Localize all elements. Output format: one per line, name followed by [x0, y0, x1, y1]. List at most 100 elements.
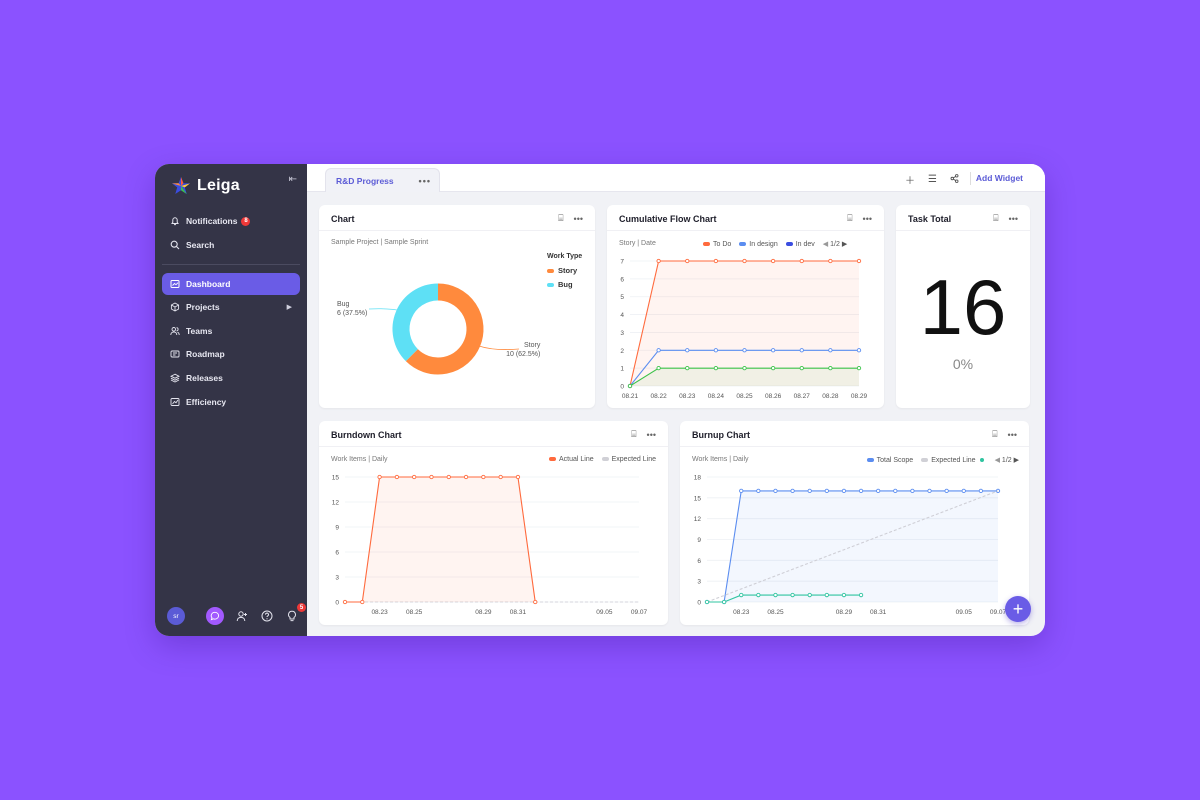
y-tick-label: 0: [335, 600, 339, 607]
sidebar-item-releases[interactable]: Releases: [162, 367, 300, 389]
legend-label: In design: [749, 240, 778, 248]
sidebar-item-notifications[interactable]: Notifications 8: [162, 210, 300, 232]
add-widget-button[interactable]: Add Widget: [975, 173, 1023, 183]
nav-top: Notifications 8 Search Dashboard Project…: [162, 210, 300, 414]
brand-logo[interactable]: Leiga: [171, 176, 240, 196]
series-line: [345, 476, 536, 603]
chart-settings-icon[interactable]: ⌸: [847, 213, 853, 223]
legend-item-bug[interactable]: Bug: [547, 280, 573, 289]
more-icon[interactable]: •••: [573, 213, 583, 224]
x-tick-label: 08.26: [765, 393, 782, 400]
data-point: [685, 348, 690, 353]
burnup-chart: 0 3 6 9 12 15 18 08.23 08.25 08.29 08.31 09.05 09.07: [694, 475, 1007, 617]
list-icon[interactable]: ☰: [928, 174, 937, 185]
legend-item-in-dev[interactable]: In dev: [785, 241, 815, 248]
legend-pager[interactable]: ◀ 1/2 ▶: [995, 456, 1019, 464]
share-icon[interactable]: [950, 173, 959, 186]
y-tick-label: 5: [620, 294, 624, 301]
collapse-sidebar-icon[interactable]: ⇤: [288, 174, 297, 185]
legend-item-todo[interactable]: To Do: [703, 241, 731, 248]
y-tick-label: 18: [694, 475, 702, 482]
dashboard-icon: [170, 279, 180, 289]
chat-icon[interactable]: [206, 607, 224, 625]
sidebar-item-projects[interactable]: Projects ▶: [162, 296, 300, 318]
sidebar-item-dashboard[interactable]: Dashboard: [162, 272, 300, 295]
legend-item-in-design[interactable]: In design: [739, 240, 778, 248]
pie-label-detail: 6 (37.5%): [337, 310, 368, 317]
dashboard-tabbar: R&D Progress ••• ＋ ☰ Add Widget: [307, 164, 1045, 192]
sidebar-item-search[interactable]: Search: [162, 234, 300, 256]
brand-name: Leiga: [197, 177, 240, 194]
y-tick-label: 0: [620, 384, 624, 391]
data-point: [627, 383, 633, 389]
legend-label: Expected Line: [931, 456, 976, 464]
data-point: [721, 599, 727, 605]
more-icon[interactable]: •••: [646, 429, 656, 440]
task-total-card: Task Total ⌸ ••• 16 0%: [896, 205, 1030, 408]
legend-swatch: [547, 268, 554, 273]
sidebar-item-efficiency[interactable]: Efficiency: [162, 391, 300, 413]
card-divider: [680, 446, 1029, 447]
help-icon[interactable]: [260, 609, 274, 623]
legend-label: To Do: [713, 240, 732, 248]
cumulative-flow-chart: 0 1 2 3 4 5 6 7 08.21 08.22 08.23 08.24 08.25 08.26 08…: [620, 258, 867, 401]
chart-legend: To Do In design In dev ◀ 1/2 ▶: [703, 240, 847, 248]
legend-item-expected[interactable]: Expected Line: [921, 457, 986, 464]
prev-icon[interactable]: ◀: [822, 241, 829, 248]
users-icon: [170, 326, 180, 336]
legend-swatch: [866, 457, 874, 462]
pie-label-name: Bug: [337, 301, 350, 308]
data-point: [961, 488, 966, 494]
legend-swatch: [703, 241, 710, 246]
card-subtitle: Work Items | Daily: [331, 456, 388, 463]
sidebar-item-teams[interactable]: Teams: [162, 320, 300, 342]
legend-swatch: [547, 282, 554, 287]
sidebar-divider: [162, 263, 300, 265]
x-tick-label: 08.29: [475, 609, 492, 616]
add-user-icon[interactable]: [235, 609, 249, 623]
y-tick-label: 0: [697, 600, 701, 607]
chart-settings-icon[interactable]: ⌸: [558, 213, 564, 223]
data-point: [770, 348, 776, 353]
sidebar-item-roadmap[interactable]: Roadmap: [162, 343, 300, 365]
legend-pager[interactable]: ◀ 1/2 ▶: [823, 240, 847, 248]
plus-icon[interactable]: ＋: [905, 176, 916, 187]
legend-item-actual[interactable]: Actual Line: [548, 456, 594, 463]
chart-settings-icon[interactable]: ⌸: [992, 429, 998, 439]
data-point: [770, 258, 776, 264]
burndown-card: Burndown Chart ⌸ ••• Work Items | Daily A…: [319, 421, 668, 625]
prev-icon[interactable]: ◀: [994, 457, 1000, 464]
chart-settings-icon[interactable]: ⌸: [993, 213, 999, 223]
data-point: [799, 348, 804, 353]
add-fab-button[interactable]: +: [1005, 596, 1031, 622]
more-icon[interactable]: •••: [1008, 213, 1018, 224]
y-tick-label: 12: [332, 500, 340, 507]
data-point: [876, 488, 881, 494]
more-icon[interactable]: •••: [862, 213, 872, 224]
data-point: [713, 348, 719, 353]
more-icon[interactable]: •••: [1007, 429, 1017, 440]
x-tick-label: 08.28: [822, 393, 839, 400]
tab-rd-progress[interactable]: R&D Progress •••: [325, 168, 440, 192]
avatar[interactable]: sr: [167, 607, 185, 625]
series-line: [707, 594, 862, 603]
next-icon[interactable]: ▶: [841, 241, 848, 248]
legend-title: Work Type: [547, 253, 583, 260]
app-window: Leiga ⇤ Notifications 8 Search Dashboard…: [155, 164, 1045, 636]
chart-legend: Actual Line Expected Line: [548, 456, 656, 463]
legend-item-story[interactable]: Story: [547, 266, 577, 275]
main-area: R&D Progress ••• ＋ ☰ Add Widget Chart ⌸ •…: [307, 164, 1045, 636]
next-icon[interactable]: ▶: [1013, 457, 1019, 464]
y-tick-label: 3: [620, 330, 624, 337]
legend-item-expected[interactable]: Expected Line: [601, 456, 656, 463]
sidebar-item-label: Notifications: [186, 216, 238, 226]
card-title: Chart: [331, 214, 355, 224]
legend-item-total-scope[interactable]: Total Scope: [866, 457, 913, 464]
chart-settings-icon[interactable]: ⌸: [631, 429, 637, 439]
pie-leader-line-story: [478, 345, 520, 350]
x-tick-label: 08.31: [870, 609, 887, 616]
data-point: [463, 474, 469, 480]
more-icon[interactable]: •••: [418, 175, 431, 186]
data-point: [910, 488, 915, 494]
lightbulb-icon[interactable]: 5: [285, 603, 306, 623]
